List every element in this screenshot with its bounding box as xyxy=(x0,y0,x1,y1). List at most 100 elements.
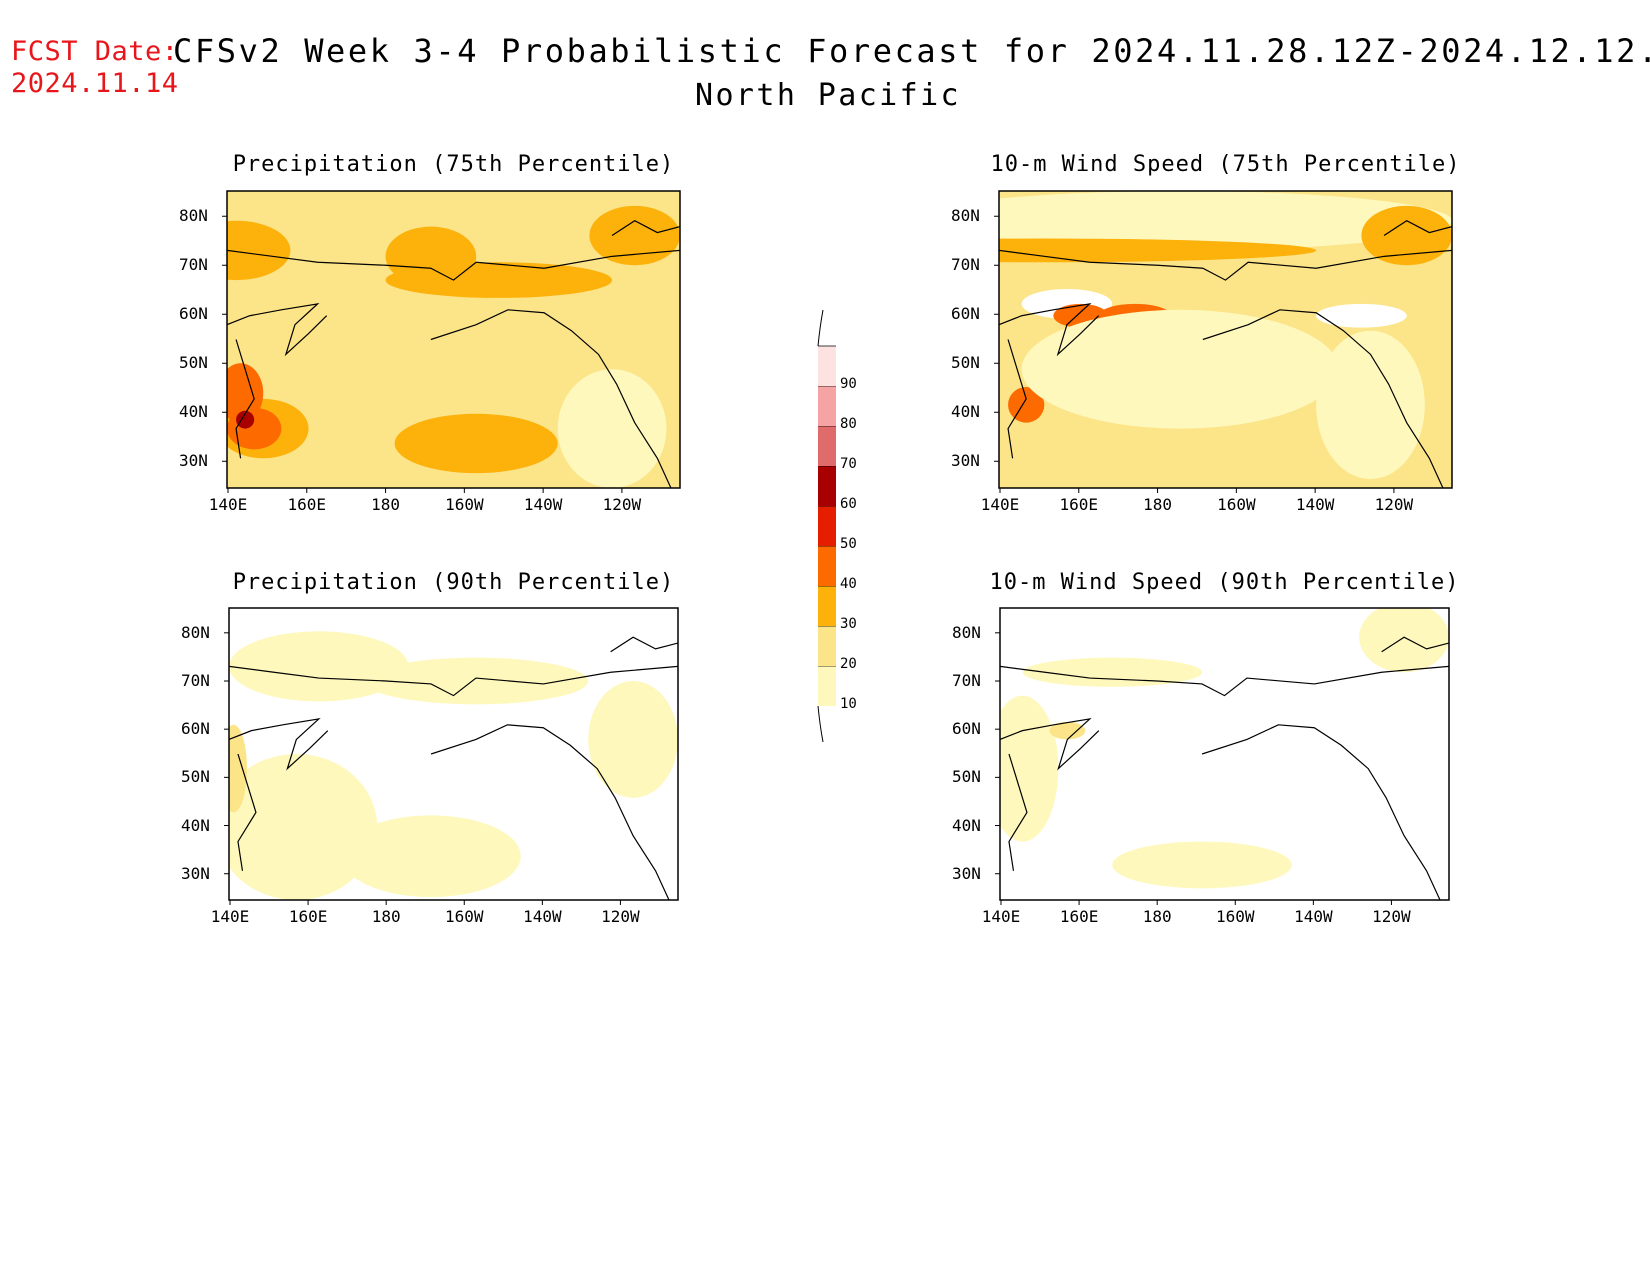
colorbar-segment xyxy=(818,346,836,386)
map-frame xyxy=(228,607,679,901)
lon-tick-label: 120W xyxy=(1372,907,1411,926)
lat-tick-label: 40N xyxy=(179,402,208,422)
panel-title: Precipitation (90th Percentile) xyxy=(232,570,675,595)
probability-region xyxy=(227,407,282,450)
colorbar-label: 80 xyxy=(840,416,857,432)
coastline xyxy=(999,302,1100,357)
lat-tick-label: 50N xyxy=(952,767,981,787)
lat-tick-label: 40N xyxy=(181,815,210,835)
lon-tick-label: 140W xyxy=(1295,495,1335,514)
panel-title: Precipitation (75th Percentile) xyxy=(232,152,675,177)
colorbar-end xyxy=(817,309,824,347)
lon-tick-label: 120W xyxy=(602,495,642,514)
probability-region xyxy=(385,262,613,298)
colorbar-segment xyxy=(818,426,836,466)
coastline xyxy=(1202,309,1444,488)
colorbar xyxy=(817,309,836,743)
lon-tick-label: 160E xyxy=(1059,495,1099,514)
probability-region xyxy=(1021,309,1339,429)
probability-region xyxy=(394,413,558,474)
colorbar-label: 10 xyxy=(840,696,857,712)
colorbar-segment xyxy=(818,586,836,626)
lon-tick-label: 180 xyxy=(1142,907,1172,926)
map-frame xyxy=(999,607,1450,901)
probability-region xyxy=(999,191,1452,251)
fcst-date-label: FCST Date: xyxy=(11,36,179,67)
coastline xyxy=(611,220,680,237)
lon-tick-label: 180 xyxy=(371,495,401,514)
lon-tick-label: 140E xyxy=(981,907,1021,926)
colorbar-label: 90 xyxy=(840,376,857,392)
lon-tick-label: 120W xyxy=(601,907,640,926)
lat-tick-label: 60N xyxy=(179,304,208,324)
figure-title: CFSv2 Week 3-4 Probabilistic Forecast fo… xyxy=(173,32,1650,70)
colorbar-label: 30 xyxy=(840,616,857,632)
coastline xyxy=(1383,220,1452,237)
lon-tick-label: 160W xyxy=(1215,907,1255,926)
colorbar-end xyxy=(817,705,824,743)
panel-title: 10-m Wind Speed (90th Percentile) xyxy=(989,570,1460,595)
coastline xyxy=(235,339,255,459)
lon-tick-label: 140E xyxy=(208,495,248,514)
probability-region xyxy=(229,724,247,813)
lat-tick-label: 60N xyxy=(181,719,210,739)
lon-tick-label: 160E xyxy=(1059,907,1099,926)
lat-tick-label: 30N xyxy=(951,451,980,471)
lon-tick-label: 140W xyxy=(523,907,562,926)
lat-tick-label: 80N xyxy=(951,206,980,226)
lat-tick-label: 70N xyxy=(181,671,210,690)
lat-tick-label: 40N xyxy=(951,402,980,422)
probability-region xyxy=(1359,608,1449,673)
coastline xyxy=(1008,753,1028,871)
probability-region xyxy=(588,681,678,798)
probability-region xyxy=(1049,721,1086,740)
lat-tick-label: 30N xyxy=(181,863,210,883)
lat-tick-label: 70N xyxy=(952,671,981,690)
lat-tick-label: 70N xyxy=(179,255,208,275)
lon-tick-label: 140E xyxy=(210,907,250,926)
colorbar-label: 50 xyxy=(840,536,857,552)
colorbar-segment xyxy=(818,666,836,706)
lat-tick-label: 30N xyxy=(952,863,981,883)
lat-tick-label: 50N xyxy=(951,353,980,373)
panel-title: 10-m Wind Speed (75th Percentile) xyxy=(990,152,1461,177)
lat-tick-label: 50N xyxy=(179,353,208,373)
coastline xyxy=(229,665,678,697)
colorbar-label: 40 xyxy=(840,576,857,592)
colorbar-segment xyxy=(818,546,836,586)
colorbar-segment xyxy=(818,506,836,546)
fcst-date-value: 2024.11.14 xyxy=(11,68,179,99)
probability-region xyxy=(236,410,255,429)
probability-region xyxy=(363,657,589,705)
coastline xyxy=(227,302,328,357)
map-panel-4 xyxy=(999,607,1450,901)
coastline xyxy=(999,249,1452,281)
lat-tick-label: 70N xyxy=(951,255,980,275)
coastline xyxy=(610,636,678,653)
map-panel-2 xyxy=(998,190,1453,489)
colorbar-label: 70 xyxy=(840,456,857,472)
probability-region xyxy=(1022,657,1203,687)
coastline xyxy=(229,718,329,771)
probability-region xyxy=(229,754,378,900)
probability-region xyxy=(1316,330,1425,480)
colorbar-segment xyxy=(818,626,836,666)
map-panel-3 xyxy=(228,607,679,901)
lon-tick-label: 140E xyxy=(980,495,1020,514)
colorbar-label: 20 xyxy=(840,656,857,672)
coastline xyxy=(227,249,680,281)
colorbar-segment xyxy=(818,466,836,506)
probability-region xyxy=(1361,205,1452,266)
lon-tick-label: 160W xyxy=(444,907,484,926)
probability-region xyxy=(1316,303,1407,328)
lat-tick-label: 80N xyxy=(179,206,208,226)
map-frame xyxy=(998,190,1453,489)
lon-tick-label: 160E xyxy=(288,907,328,926)
probability-region xyxy=(999,238,1317,263)
coastline xyxy=(1381,636,1449,653)
coastline xyxy=(237,753,257,871)
lon-tick-label: 120W xyxy=(1374,495,1414,514)
lat-tick-label: 40N xyxy=(952,815,981,835)
lat-tick-label: 50N xyxy=(181,767,210,787)
lon-tick-label: 160W xyxy=(1217,495,1256,514)
